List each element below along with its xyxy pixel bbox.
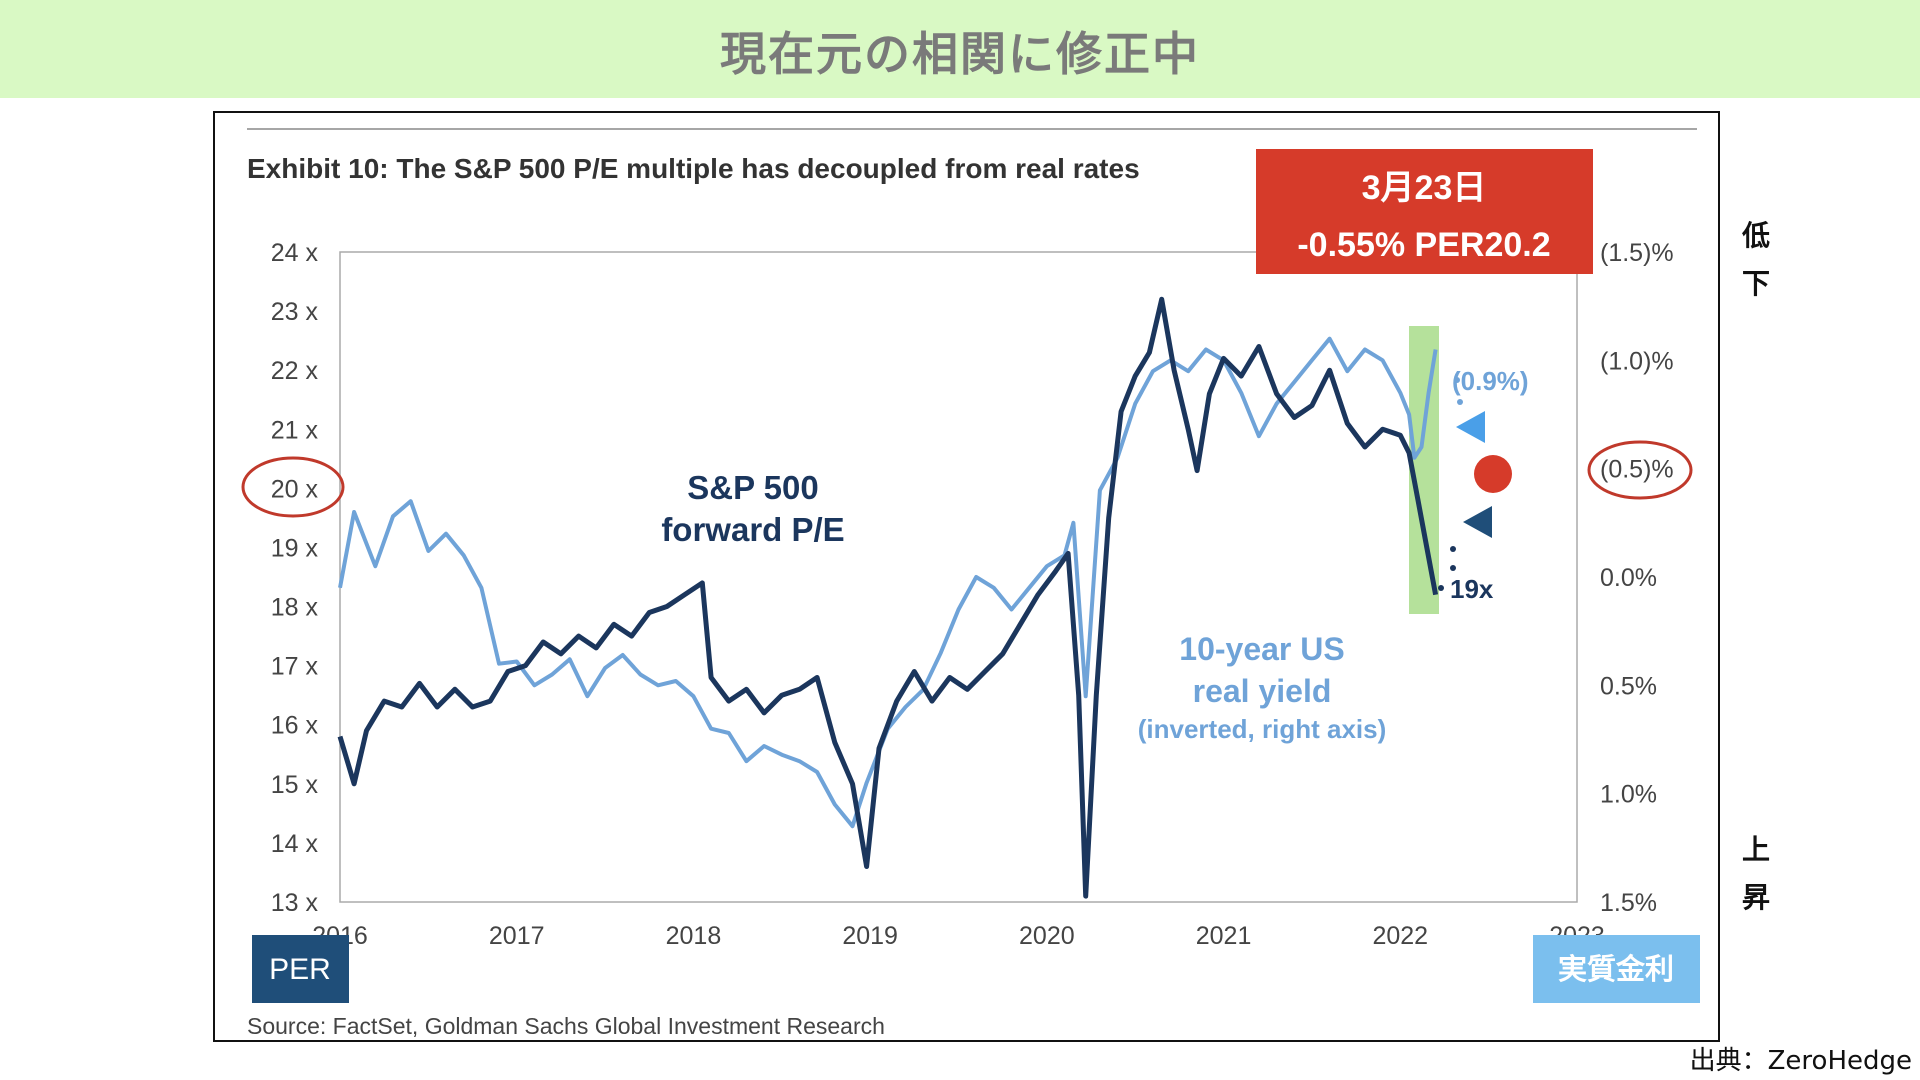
credit-note: 出典：ZeroHedge — [1689, 1046, 1912, 1076]
page-title: 現在元の相関に修正中 — [720, 27, 1200, 81]
left-axis: 13 x 14 x 15 x 16 x 17 x 18 x 19 x 20 x 21 x 22 x… — [271, 239, 319, 917]
left-tick-label: 20 x — [271, 475, 319, 503]
dot-icon — [1457, 399, 1463, 405]
plot-area — [339, 251, 1578, 903]
triangle-left-icon — [1463, 506, 1492, 538]
series-line-real-yield — [338, 336, 1438, 829]
x-tick-label: 2021 — [1196, 922, 1252, 950]
series-line-pe — [337, 296, 1439, 899]
dot-icon — [1450, 565, 1456, 571]
red-dot-icon — [1474, 455, 1512, 493]
dot-icon — [1450, 546, 1456, 552]
left-tick-label: 16 x — [271, 712, 319, 740]
right-tick-label: (0.5)% — [1600, 456, 1674, 484]
callout-date: 3月23日 — [1362, 169, 1487, 207]
left-tick-label: 15 x — [271, 771, 319, 799]
x-tick-label: 2020 — [1019, 922, 1075, 950]
x-tick-label: 2017 — [489, 922, 545, 950]
dot-icon — [1454, 377, 1460, 383]
source-note: Source: FactSet, Goldman Sachs Global In… — [247, 1013, 885, 1039]
x-tick-label: 2019 — [842, 922, 898, 950]
side-bottom-char: 上 — [1741, 833, 1770, 866]
highlight-circle-right — [1587, 440, 1693, 500]
right-tick-label: 0.0% — [1600, 564, 1657, 592]
left-tick-label: 23 x — [271, 298, 319, 326]
side-top-char: 下 — [1741, 267, 1770, 300]
date-callout — [1256, 149, 1593, 274]
left-tick-label: 19 x — [271, 534, 319, 562]
right-tick-label: (1.0)% — [1600, 347, 1674, 375]
right-tick-label: 0.5% — [1600, 672, 1657, 700]
rate-label-box — [1533, 935, 1700, 1003]
left-tick-label: 21 x — [271, 416, 319, 444]
right-tick-label: 1.5% — [1600, 889, 1657, 917]
rate-label: 実質金利 — [1558, 952, 1674, 986]
dot-icon — [1438, 585, 1444, 591]
callout-values: -0.55% PER20.2 — [1297, 226, 1550, 264]
right-tick-label: 1.0% — [1600, 781, 1657, 809]
series-label-yield: 10-year US real yield (inverted, right axi… — [1138, 631, 1387, 744]
end-label-yield: (0.9%) — [1452, 366, 1529, 396]
right-axis: (1.5)% (1.0)% (0.5)% 0.0% 0.5% 1.0% 1.5% — [1600, 239, 1674, 917]
series-label-pe: S&P 500 forward P/E — [661, 469, 844, 548]
chart-title: Exhibit 10: The S&P 500 P/E multiple has… — [247, 153, 1140, 184]
left-tick-label: 18 x — [271, 594, 319, 622]
left-tick-label: 17 x — [271, 653, 319, 681]
x-axis: 20162017201820192020202120222023 — [312, 922, 1605, 950]
highlight-circle-left — [241, 456, 345, 518]
left-tick-label: 24 x — [271, 239, 319, 267]
left-tick-label: 14 x — [271, 830, 319, 858]
per-label-box — [252, 935, 349, 1003]
side-label-top: 低 下 — [1736, 212, 1776, 308]
title-banner — [0, 0, 1920, 98]
left-tick-label: 13 x — [271, 889, 319, 917]
triangle-left-icon — [1456, 411, 1485, 443]
per-label: PER — [269, 953, 331, 986]
end-label-pe: 19x — [1450, 574, 1494, 604]
x-tick-label: 2018 — [666, 922, 722, 950]
side-top-char: 低 — [1741, 219, 1770, 252]
left-tick-label: 22 x — [271, 357, 319, 385]
x-tick-label: 2022 — [1372, 922, 1428, 950]
right-tick-label: (1.5)% — [1600, 239, 1674, 267]
side-bottom-char: 昇 — [1741, 881, 1770, 914]
side-label-bottom: 上 昇 — [1736, 826, 1776, 922]
